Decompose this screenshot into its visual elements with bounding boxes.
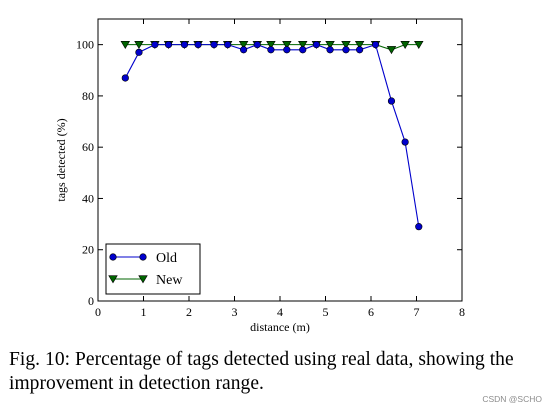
legend-marker xyxy=(109,253,117,261)
data-point-old xyxy=(224,41,232,49)
data-point-new xyxy=(414,40,424,50)
y-tick-label: 100 xyxy=(76,38,94,52)
legend-label: Old xyxy=(156,251,177,266)
data-point-new xyxy=(341,40,351,50)
data-point-new xyxy=(282,40,292,50)
y-tick-label: 20 xyxy=(82,243,94,257)
data-point-old xyxy=(240,46,248,54)
legend-marker xyxy=(138,275,148,284)
data-point-old xyxy=(194,41,202,49)
data-point-old xyxy=(326,46,334,54)
data-point-old xyxy=(342,46,350,54)
data-point-old xyxy=(121,74,129,82)
x-tick-label: 8 xyxy=(459,305,465,319)
data-point-new xyxy=(134,40,144,50)
watermark: CSDN @SCHO xyxy=(482,394,542,404)
data-point-old xyxy=(401,138,409,146)
data-point-old xyxy=(135,48,143,56)
data-point-old xyxy=(180,41,189,49)
x-tick-label: 2 xyxy=(186,305,192,319)
y-tick-label: 40 xyxy=(82,191,94,205)
data-point-old xyxy=(356,46,364,54)
legend-label: New xyxy=(156,273,183,288)
x-tick-label: 6 xyxy=(368,305,374,319)
data-point-old xyxy=(164,41,173,49)
x-axis-label: distance (m) xyxy=(250,320,310,334)
data-point-new xyxy=(266,40,276,50)
y-tick-label: 60 xyxy=(82,140,94,154)
legend-marker xyxy=(108,275,118,284)
data-point-old xyxy=(210,41,218,49)
data-point-new xyxy=(325,40,335,50)
x-tick-label: 3 xyxy=(232,305,238,319)
legend-box xyxy=(105,243,201,295)
x-tick-label: 1 xyxy=(141,305,147,319)
y-axis-label: tags detected (%) xyxy=(54,118,68,201)
data-point-old xyxy=(387,97,396,105)
series-old xyxy=(121,41,423,231)
legend-marker xyxy=(139,253,147,261)
data-point-new xyxy=(238,40,249,50)
data-point-old xyxy=(312,41,321,49)
data-point-old xyxy=(267,46,275,54)
x-tick-label: 7 xyxy=(414,305,420,319)
data-point-new xyxy=(386,46,397,55)
y-tick-label: 80 xyxy=(82,89,94,103)
legend: Old New xyxy=(105,243,201,295)
data-point-new xyxy=(120,40,131,50)
x-tick-label: 5 xyxy=(323,305,329,319)
x-tick-label: 0 xyxy=(95,305,101,319)
data-point-new xyxy=(354,40,365,50)
data-point-new xyxy=(298,40,308,50)
data-point-new xyxy=(400,40,410,50)
data-point-old xyxy=(283,46,291,54)
data-point-old xyxy=(253,41,261,49)
data-point-old xyxy=(151,41,159,49)
x-tick-label: 4 xyxy=(277,305,283,319)
data-point-old xyxy=(299,46,307,54)
chart-area: 0 1 2 3 4 5 6 7 8 0 20 40 60 80 100 distance (m) tags de… xyxy=(54,18,465,334)
y-tick-label: 0 xyxy=(88,294,94,308)
data-point-old xyxy=(371,41,380,49)
data-point-old xyxy=(415,223,423,231)
figure-caption: Fig. 10: Percentage of tags detected usi… xyxy=(9,349,514,394)
